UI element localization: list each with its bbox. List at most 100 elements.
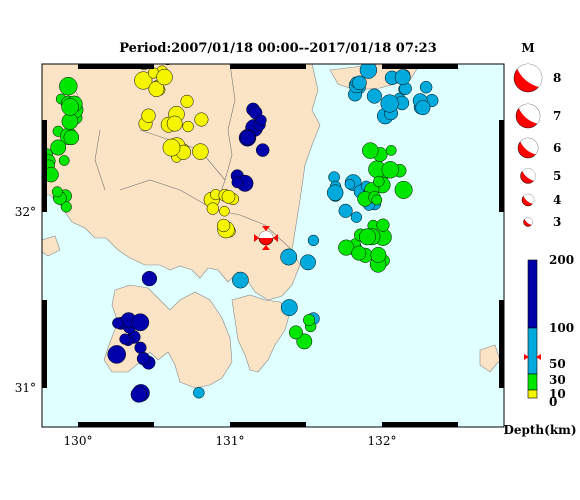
event-beachball-57 — [51, 186, 63, 198]
osumi-land — [231, 294, 291, 373]
event-beachball-25 — [162, 138, 181, 157]
event-beachball-84 — [359, 64, 378, 79]
island-2 — [42, 235, 61, 257]
map-title: Period:2007/01/18 00:00--2017/01/18 07:2… — [119, 41, 437, 56]
depth-bar-surface — [527, 389, 538, 399]
magnitude-legend-title: M — [521, 41, 534, 55]
event-beachball-23 — [182, 120, 194, 133]
event-beachball-15 — [194, 112, 209, 127]
frame-tick-left-1 — [42, 300, 47, 388]
event-beachball-34 — [219, 205, 230, 217]
event-beachball-154 — [232, 271, 249, 289]
event-beachball-148 — [280, 248, 298, 266]
depth-label-50: 50 — [549, 357, 566, 371]
event-beachball-140 — [119, 333, 131, 345]
magnitude-symbol-8 — [513, 63, 543, 93]
event-beachball-144 — [130, 386, 147, 403]
event-beachball-44 — [63, 129, 80, 146]
event-beachball-75 — [419, 80, 433, 94]
event-beachball-115 — [385, 145, 397, 156]
magnitude-symbol-6 — [517, 137, 539, 159]
event-beachball-90 — [352, 75, 367, 91]
magnitude-label-5: 5 — [553, 169, 561, 183]
event-beachball-88 — [394, 69, 411, 86]
frame-tick-left-0 — [42, 120, 47, 212]
event-beachball-155 — [193, 386, 205, 399]
event-beachball-19 — [192, 143, 209, 160]
event-beachball-100 — [326, 184, 344, 201]
frame-tick-top-1 — [230, 64, 306, 69]
magnitude-symbol-3 — [523, 217, 533, 227]
event-beachball-91 — [350, 211, 363, 223]
event-beachball-109 — [373, 175, 385, 188]
event-beachball-94 — [338, 203, 353, 218]
event-beachball-101 — [344, 178, 356, 190]
event-beachball-149 — [280, 299, 298, 317]
depth-bar-shallow — [527, 373, 538, 391]
lat-tick-32: 32° — [15, 205, 36, 219]
event-beachball-83 — [380, 94, 399, 113]
event-beachball-21 — [166, 115, 183, 132]
main-event-nodal — [259, 231, 273, 238]
frame-tick-right-1 — [499, 300, 504, 388]
event-beachball-156 — [141, 270, 158, 287]
event-beachball-33 — [221, 189, 236, 204]
event-beachball-105 — [394, 180, 413, 199]
depth-bar-mid — [527, 327, 538, 375]
frame-tick-top-2 — [382, 64, 458, 69]
event-beachball-136 — [112, 317, 124, 329]
frame-tick-bottom-0 — [78, 422, 154, 427]
event-beachball-64 — [255, 114, 267, 126]
event-beachball-47 — [61, 98, 79, 116]
event-beachball-65 — [240, 129, 256, 146]
depth-label-0: 0 — [549, 395, 557, 409]
event-beachball-113 — [381, 161, 399, 179]
event-beachball-12 — [156, 68, 173, 86]
depth-label-200: 200 — [549, 253, 574, 267]
main-event-marker — [254, 226, 278, 250]
lon-tick-132: 132° — [368, 434, 397, 448]
lat-tick-31: 31° — [15, 381, 36, 395]
depth-legend-title: Depth(km) — [503, 423, 576, 437]
event-beachball-152 — [303, 314, 316, 327]
magnitude-label-3: 3 — [553, 215, 561, 229]
map-frame — [41, 63, 505, 428]
magnitude-symbol-7 — [515, 103, 541, 129]
event-beachball-130 — [370, 246, 387, 263]
event-beachball-79 — [366, 88, 382, 104]
event-beachball-63 — [255, 143, 270, 157]
magnitude-label-7: 7 — [553, 109, 561, 123]
event-beachball-153 — [288, 325, 303, 340]
event-beachball-131 — [107, 345, 126, 364]
depth-legend: 200 100 50 30 10 0 Depth(km) — [503, 253, 576, 437]
event-beachball-68 — [231, 176, 244, 189]
event-beachball-13 — [137, 64, 151, 70]
event-beachball-11 — [141, 108, 156, 123]
event-beachball-139 — [131, 313, 150, 332]
event-beachball-114 — [362, 142, 379, 159]
frame-tick-top-0 — [78, 64, 154, 69]
depth-label-30: 30 — [549, 373, 566, 387]
depth-marker-left — [524, 354, 529, 360]
map-area — [42, 64, 504, 427]
event-beachball-126 — [376, 218, 390, 232]
event-beachball-35 — [216, 218, 231, 233]
magnitude-label-8: 8 — [553, 71, 561, 85]
depth-bar-deep — [527, 259, 538, 329]
magnitude-label-4: 4 — [553, 193, 561, 207]
island-4 — [479, 344, 501, 373]
event-beachball-31 — [206, 202, 219, 215]
depth-label-100: 100 — [549, 321, 574, 335]
event-beachball-45 — [59, 77, 78, 96]
target-marker — [254, 226, 278, 250]
lon-tick-130: 130° — [64, 434, 93, 448]
event-beachball-51 — [58, 155, 70, 166]
event-beachball-116 — [371, 194, 383, 206]
magnitude-symbol-5 — [520, 168, 536, 184]
frame-tick-bottom-1 — [230, 422, 306, 427]
event-beachball-145 — [307, 234, 320, 247]
event-beachball-147 — [300, 254, 316, 271]
event-beachball-85 — [415, 100, 431, 116]
event-beachball-142 — [136, 351, 151, 366]
event-beachball-129 — [359, 228, 376, 246]
